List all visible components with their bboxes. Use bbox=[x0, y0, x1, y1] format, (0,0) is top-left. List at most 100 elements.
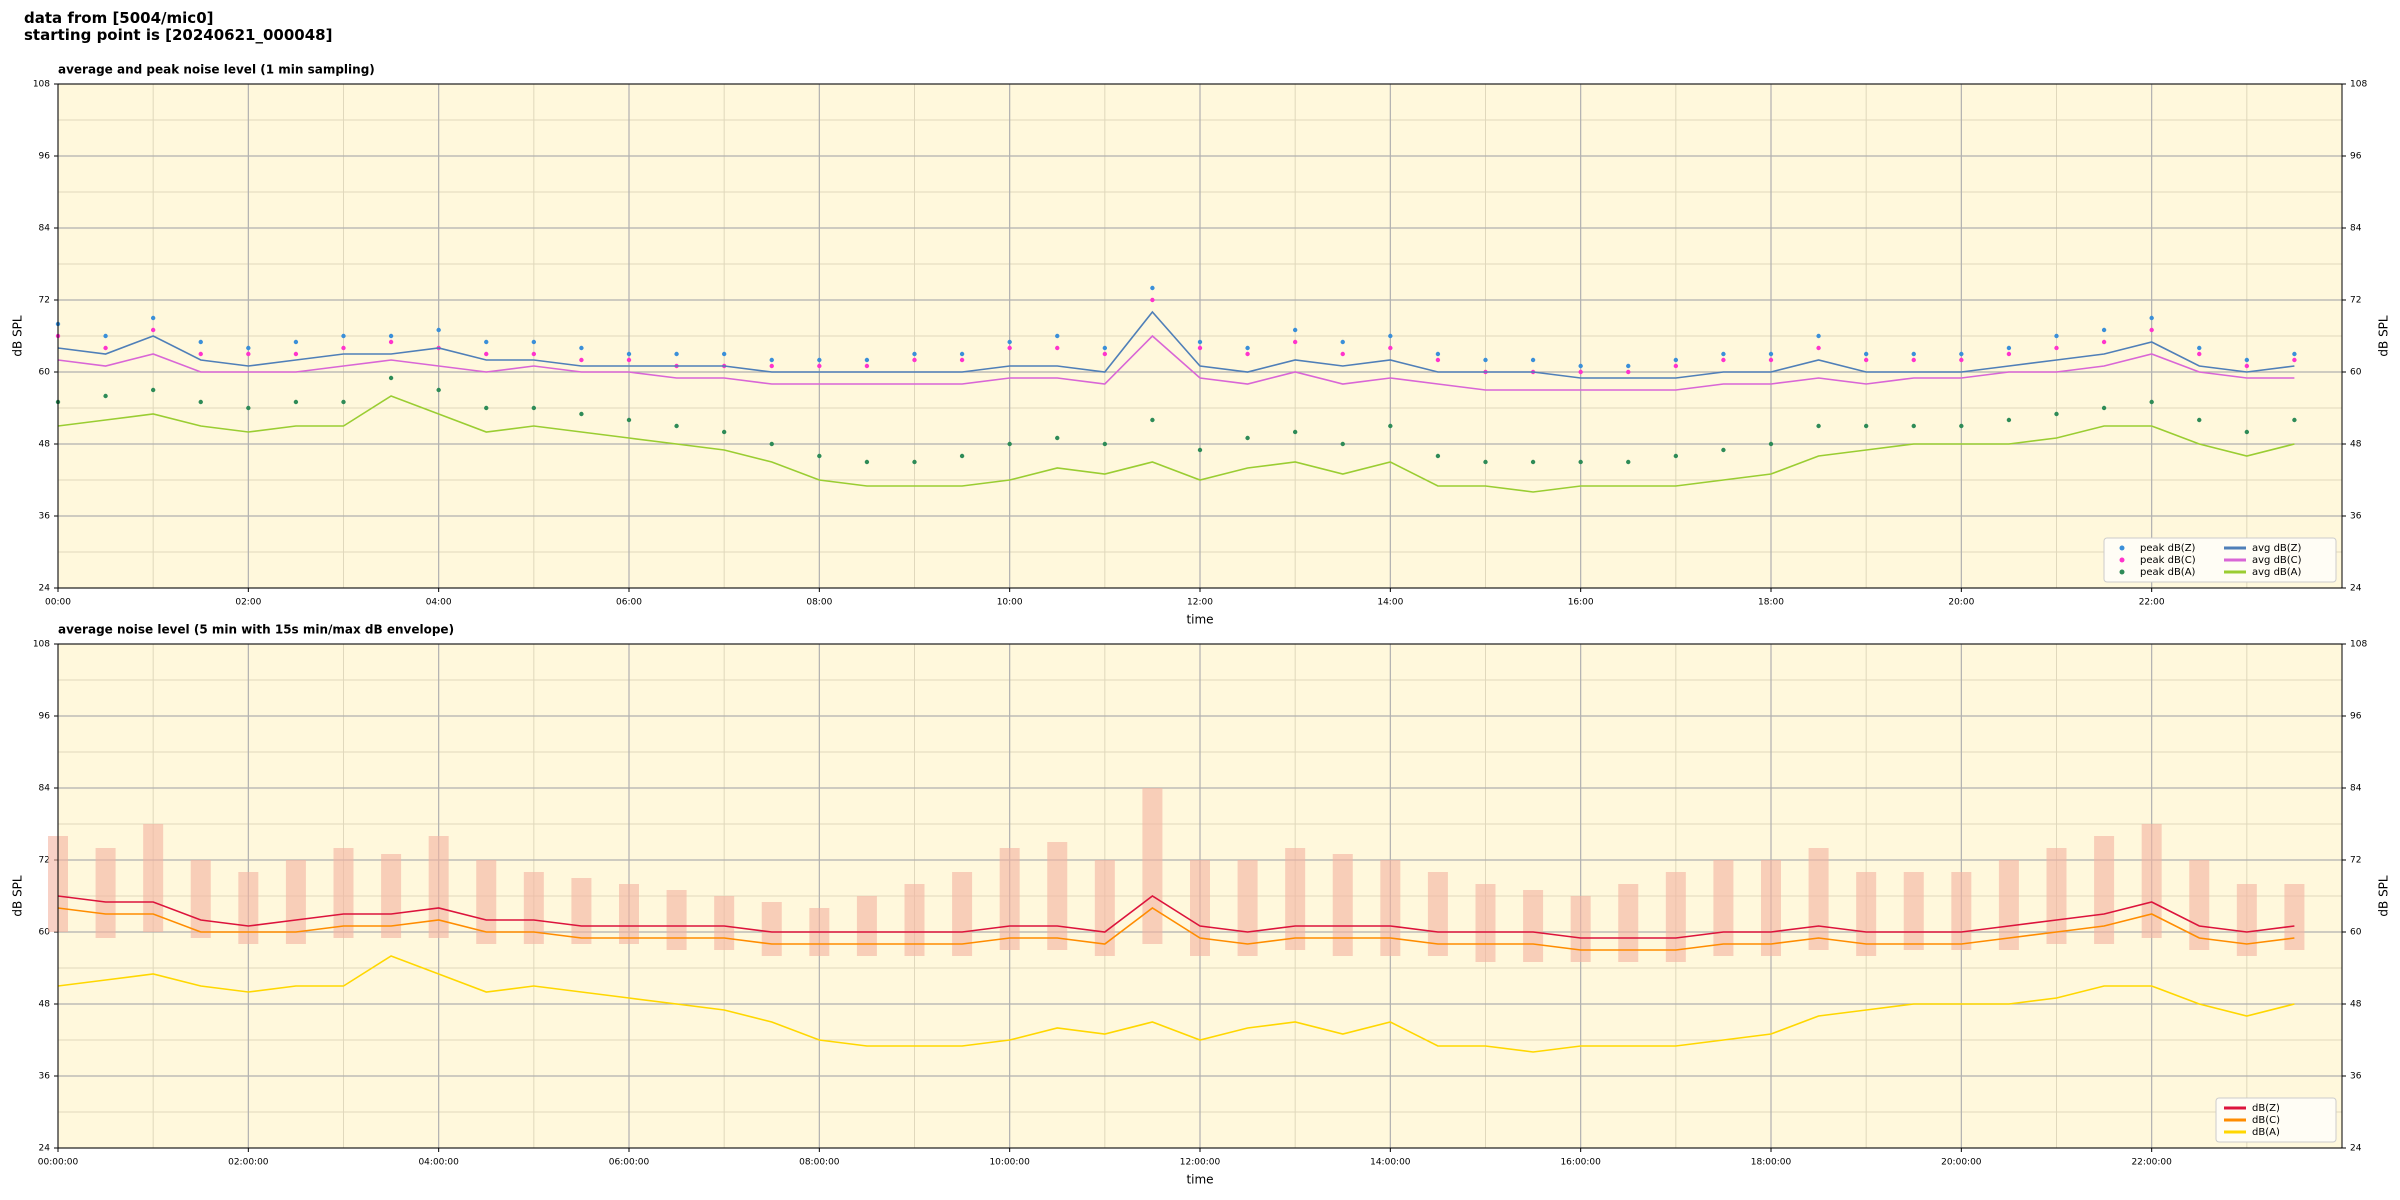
peak-point bbox=[1626, 459, 1631, 465]
y-tick-label: 72 bbox=[39, 856, 50, 866]
y2-tick-label: 36 bbox=[2350, 512, 2362, 522]
peak-point bbox=[341, 345, 346, 351]
y2-tick-label: 48 bbox=[2350, 440, 2362, 450]
peak-point bbox=[1721, 357, 1726, 363]
peak-point bbox=[1483, 357, 1488, 363]
peak-point bbox=[674, 423, 679, 429]
y-tick-label: 24 bbox=[39, 1144, 51, 1154]
peak-point bbox=[2101, 339, 2107, 345]
envelope-bar bbox=[1142, 788, 1163, 944]
y-tick-label: 24 bbox=[39, 584, 51, 594]
peak-point bbox=[1102, 345, 1108, 351]
peak-point bbox=[2054, 333, 2059, 339]
envelope-bar bbox=[714, 896, 735, 950]
envelope-bar bbox=[2094, 836, 2115, 944]
y-tick-label: 36 bbox=[39, 512, 51, 522]
legend-label: peak dB(Z) bbox=[2140, 543, 2196, 554]
peak-point bbox=[531, 339, 537, 345]
peak-point bbox=[293, 339, 299, 345]
y-tick-label: 48 bbox=[39, 1000, 51, 1010]
series-line bbox=[57, 907, 2295, 951]
legend-label: avg dB(Z) bbox=[2252, 543, 2302, 554]
peak-point bbox=[2197, 417, 2202, 423]
peak-point bbox=[1483, 459, 1488, 465]
peak-point bbox=[1578, 369, 1583, 375]
x-tick-label: 04:00:00 bbox=[418, 1158, 459, 1168]
peak-point bbox=[2292, 357, 2297, 363]
peak-point bbox=[626, 417, 632, 423]
peak-point bbox=[579, 345, 584, 351]
envelope-bar bbox=[476, 860, 497, 944]
x-tick-label: 12:00:00 bbox=[1180, 1158, 1221, 1168]
peak-point bbox=[1721, 351, 1726, 357]
x-tick-label: 04:00 bbox=[426, 598, 452, 608]
peak-point bbox=[817, 357, 822, 363]
x-tick-label: 06:00 bbox=[616, 598, 642, 608]
peak-point bbox=[721, 429, 727, 435]
envelope-bar bbox=[952, 872, 973, 956]
peak-point bbox=[1292, 429, 1298, 435]
x-tick-label: 14:00:00 bbox=[1370, 1158, 1411, 1168]
peak-point bbox=[1435, 453, 1441, 459]
x-tick-label: 08:00 bbox=[806, 598, 832, 608]
envelope-bar bbox=[1237, 860, 1258, 956]
peak-point bbox=[1150, 297, 1155, 303]
x-tick-label: 14:00 bbox=[1377, 598, 1403, 608]
y-tick-label: 60 bbox=[39, 368, 51, 378]
envelope-bar bbox=[95, 848, 116, 938]
peak-point bbox=[2292, 351, 2297, 357]
y-axis-label: dB SPL bbox=[11, 315, 25, 357]
peak-point bbox=[817, 363, 822, 369]
peak-point bbox=[1673, 363, 1679, 369]
legend-marker bbox=[2119, 557, 2125, 563]
y-tick-label: 36 bbox=[39, 1072, 51, 1082]
y2-axis-label: dB SPL bbox=[2377, 315, 2391, 357]
peak-point bbox=[198, 351, 203, 357]
x-tick-label: 10:00 bbox=[997, 598, 1023, 608]
peak-point bbox=[769, 441, 774, 447]
x-tick-label: 18:00 bbox=[1758, 598, 1784, 608]
envelope-bar bbox=[904, 884, 925, 956]
peak-point bbox=[1768, 351, 1774, 357]
envelope-bar bbox=[999, 848, 1020, 950]
peak-point bbox=[769, 363, 774, 369]
envelope-bar bbox=[1713, 860, 1734, 956]
envelope-bar bbox=[1427, 872, 1448, 956]
envelope-bar bbox=[1047, 842, 1068, 950]
x-tick-label: 06:00:00 bbox=[609, 1158, 650, 1168]
peak-point bbox=[1150, 417, 1155, 423]
peak-point bbox=[2149, 315, 2154, 321]
y-tick-label: 96 bbox=[39, 152, 51, 162]
peak-point bbox=[246, 345, 251, 351]
peak-point bbox=[959, 357, 965, 363]
series-line bbox=[57, 955, 2295, 1053]
envelope-bar bbox=[2046, 848, 2067, 944]
x-tick-label: 16:00:00 bbox=[1560, 1158, 1601, 1168]
envelope-bar bbox=[1665, 872, 1686, 962]
x-tick-label: 20:00:00 bbox=[1941, 1158, 1982, 1168]
series-line bbox=[57, 895, 2295, 939]
y-tick-label: 84 bbox=[39, 784, 51, 794]
peak-point bbox=[2006, 417, 2012, 423]
x-tick-label: 02:00 bbox=[235, 598, 261, 608]
peak-point bbox=[864, 357, 870, 363]
peak-point bbox=[1102, 351, 1108, 357]
peak-point bbox=[1959, 357, 1964, 363]
peak-point bbox=[2101, 405, 2107, 411]
y2-tick-label: 108 bbox=[2350, 640, 2367, 650]
peak-point bbox=[2006, 345, 2012, 351]
series-line bbox=[57, 395, 2295, 493]
peak-point bbox=[293, 351, 299, 357]
envelope-bar bbox=[1618, 884, 1639, 962]
envelope-bar bbox=[1761, 860, 1781, 956]
peak-point bbox=[1007, 339, 1012, 345]
legend-label: peak dB(A) bbox=[2140, 567, 2196, 578]
y2-tick-label: 72 bbox=[2350, 856, 2361, 866]
peak-point bbox=[2149, 399, 2154, 405]
peak-point bbox=[579, 411, 584, 417]
header-line: data from [5004/mic0] bbox=[24, 9, 214, 27]
y2-tick-label: 24 bbox=[2350, 584, 2362, 594]
legend-label: avg dB(C) bbox=[2252, 555, 2302, 566]
envelope-bar bbox=[1570, 896, 1591, 962]
peak-point bbox=[1150, 285, 1155, 291]
